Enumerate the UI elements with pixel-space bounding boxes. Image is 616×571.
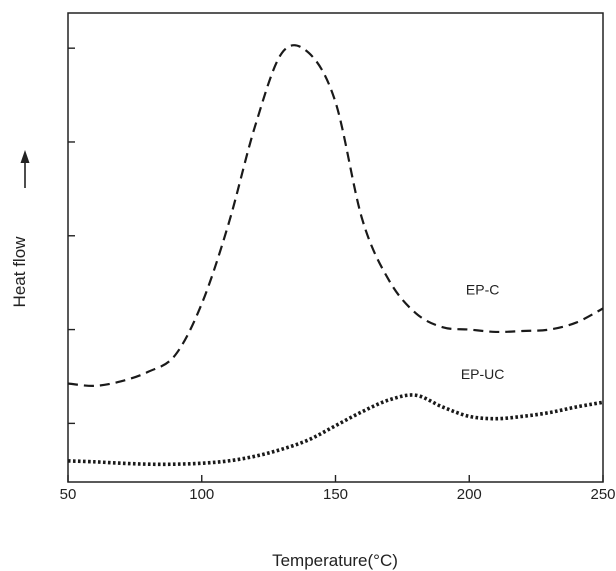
- series-line-ep-c: [67, 44, 604, 387]
- x-tick-label: 150: [323, 486, 348, 503]
- x-tick-label: 100: [189, 486, 214, 503]
- y-axis-title: Heat flow: [10, 236, 29, 308]
- plot-frame: [67, 12, 604, 483]
- x-tick-label: 200: [457, 486, 482, 503]
- y-axis-arrow-icon: [20, 150, 30, 188]
- x-tick-label: 50: [60, 486, 77, 503]
- series-label: EP-UC: [461, 366, 505, 382]
- series-label: EP-C: [466, 281, 499, 297]
- y-axis-ticks: [68, 47, 75, 425]
- series-layer: [67, 44, 604, 467]
- x-axis-ticks: 50 100 150 200 250: [60, 475, 616, 503]
- x-tick-label: 250: [590, 486, 615, 503]
- series-line-ep-uc: [67, 393, 604, 467]
- annotation-layer: EP-C EP-UC: [461, 281, 505, 381]
- x-axis-title: Temperature(°C): [272, 551, 398, 570]
